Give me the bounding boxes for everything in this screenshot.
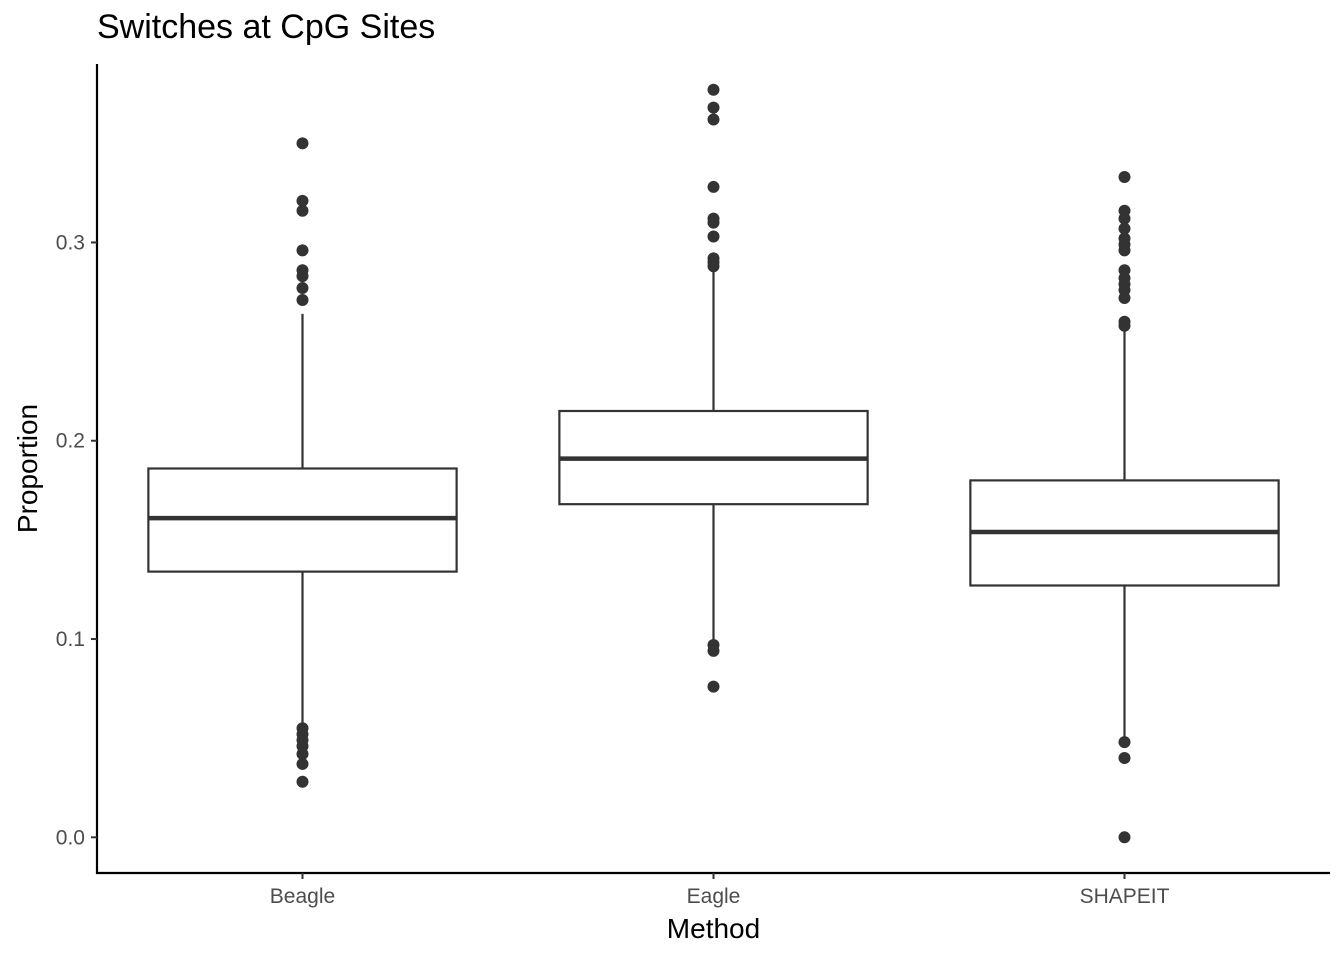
- x-tick-label: SHAPEIT: [1080, 885, 1170, 908]
- outlier-point: [1118, 319, 1131, 332]
- outlier-point: [1118, 831, 1131, 844]
- labels-layer: 0.0 0.1 0.2 0.3 Beagle Eagle SHAPEIT Method Prop…: [12, 231, 1170, 944]
- box-group-beagle: [147, 137, 458, 788]
- y-axis-title: Proportion: [12, 404, 43, 533]
- outlier-point: [707, 216, 720, 229]
- outlier-point: [296, 204, 309, 217]
- outlier-point: [296, 244, 309, 257]
- outlier-point: [296, 775, 309, 788]
- outlier-point: [707, 83, 720, 96]
- chart-title: Switches at CpG Sites: [97, 8, 436, 46]
- outlier-point: [1118, 291, 1131, 304]
- axes-layer: [91, 64, 1330, 879]
- boxes-layer: [147, 83, 1280, 844]
- outlier-point: [296, 293, 309, 306]
- outlier-point: [296, 137, 309, 150]
- outlier-point: [1118, 244, 1131, 257]
- y-tick-label: 0.1: [56, 628, 85, 651]
- outlier-point: [1118, 222, 1131, 235]
- outlier-point: [707, 260, 720, 273]
- outlier-point: [296, 270, 309, 283]
- outlier-point: [707, 230, 720, 243]
- outlier-point: [296, 757, 309, 770]
- outlier-point: [707, 180, 720, 193]
- outlier-point: [296, 194, 309, 207]
- outlier-point: [1118, 751, 1131, 764]
- outlier-point: [296, 282, 309, 295]
- y-tick-label: 0.3: [56, 231, 85, 254]
- x-axis-title: Method: [667, 913, 760, 944]
- x-tick-label: Beagle: [270, 885, 335, 908]
- outlier-point: [707, 113, 720, 126]
- outlier-point: [1118, 212, 1131, 225]
- box-group-shapeit: [969, 171, 1280, 844]
- box-group-eagle: [558, 83, 869, 693]
- outlier-point: [707, 101, 720, 114]
- y-tick-label: 0.0: [56, 826, 85, 849]
- outlier-point: [707, 644, 720, 657]
- outlier-point: [1118, 171, 1131, 184]
- outlier-point: [1118, 736, 1131, 749]
- y-tick-label: 0.2: [56, 430, 85, 453]
- x-tick-label: Eagle: [687, 885, 741, 908]
- outlier-point: [707, 680, 720, 693]
- outlier-point: [296, 748, 309, 761]
